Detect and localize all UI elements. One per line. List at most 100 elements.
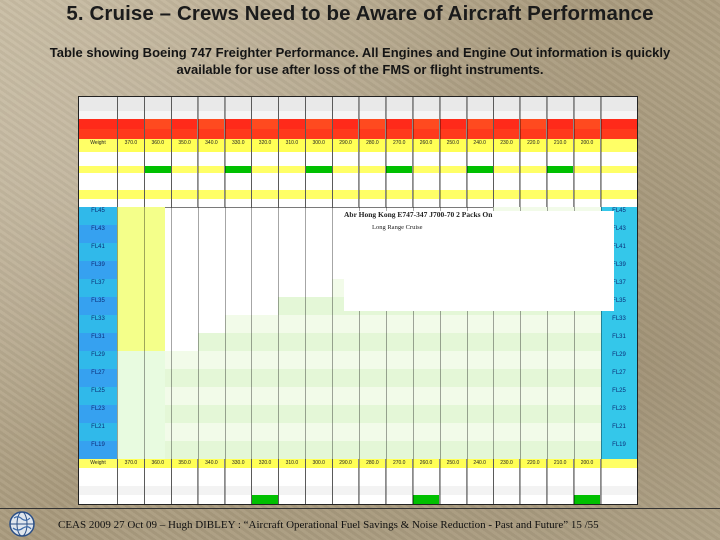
table-cell xyxy=(493,166,521,173)
table-cell xyxy=(520,166,548,173)
table-cell xyxy=(172,468,199,476)
table-cell xyxy=(279,190,306,199)
table-cell xyxy=(118,199,145,207)
flight-level-col1-band xyxy=(117,315,166,334)
weight-row-top: Weight 370.0 360.0 350.0 340.0 330.0 320.0 310.… xyxy=(79,139,637,153)
table-cell xyxy=(118,129,145,139)
flight-level-label-right: FL25 xyxy=(601,387,637,406)
table-cell xyxy=(279,159,306,166)
table-cell xyxy=(145,486,172,495)
table-cell xyxy=(118,180,145,190)
table-cell: 340.0 xyxy=(198,459,226,468)
flight-level-label-left: FL43 xyxy=(79,225,117,244)
row-header-cell: Weight xyxy=(79,459,118,468)
table-cell xyxy=(225,199,253,207)
table-cell xyxy=(547,190,575,199)
table-cell xyxy=(306,97,333,111)
flight-level-label-right: FL23 xyxy=(601,405,637,424)
table-cell xyxy=(332,166,360,173)
table-cell xyxy=(279,486,306,495)
table-cell xyxy=(172,476,199,486)
table-cell: 230.0 xyxy=(493,139,521,152)
table-cell: 260.0 xyxy=(413,459,440,468)
table-cell xyxy=(386,152,414,159)
table-cell xyxy=(467,97,494,111)
table-cell xyxy=(547,159,575,166)
table-cell xyxy=(333,111,360,119)
table-cell xyxy=(118,173,145,180)
table-cell xyxy=(493,495,521,504)
table-cell xyxy=(359,166,387,173)
table-cell xyxy=(279,129,306,139)
table-cell xyxy=(333,199,360,207)
table-cell xyxy=(225,111,253,119)
row-header-cell: Weight xyxy=(79,139,118,152)
table-cell xyxy=(198,190,226,199)
table-cell xyxy=(520,173,548,180)
table-cell xyxy=(413,111,440,119)
table-cell: 350.0 xyxy=(171,139,199,152)
table-cell xyxy=(306,173,333,180)
table-cell xyxy=(494,159,521,166)
table-cell xyxy=(494,111,521,119)
table-cell xyxy=(413,166,440,173)
table-cell xyxy=(225,476,253,486)
table-cell xyxy=(306,152,333,159)
table-cell xyxy=(198,129,226,139)
table-cell xyxy=(198,486,226,495)
table-cell xyxy=(198,166,226,173)
table-cell xyxy=(359,111,387,119)
performance-table: Weight 370.0 360.0 350.0 340.0 330.0 320.0 310.… xyxy=(78,96,638,505)
table-cell xyxy=(386,180,414,190)
table-cell xyxy=(440,159,467,166)
table-cell xyxy=(413,119,440,129)
flight-level-label-left: FL25 xyxy=(79,387,117,406)
table-cell xyxy=(574,180,601,190)
row-header-cell xyxy=(79,486,118,495)
table-cell xyxy=(386,173,414,180)
table-cell xyxy=(547,468,575,476)
table-cell xyxy=(306,129,333,139)
table-cell xyxy=(494,129,521,139)
table-cell xyxy=(494,152,521,159)
table-cell xyxy=(359,495,387,504)
table-cell: 230.0 xyxy=(493,459,521,468)
table-cell xyxy=(466,119,494,129)
flight-level-col1-band xyxy=(117,225,166,244)
table-cell: 360.0 xyxy=(144,459,172,468)
row-end-cell xyxy=(601,495,637,504)
table-cell xyxy=(225,180,253,190)
flight-level-label-left: FL23 xyxy=(79,405,117,424)
table-cell xyxy=(279,111,306,119)
table-cell: 270.0 xyxy=(386,459,414,468)
table-cell xyxy=(225,173,253,180)
table-cell xyxy=(252,180,279,190)
table-cell: 340.0 xyxy=(198,139,226,152)
table-cell xyxy=(493,119,521,129)
table-cell: 310.0 xyxy=(278,139,306,152)
table-cell xyxy=(440,111,467,119)
table-cell: 240.0 xyxy=(466,459,494,468)
table-cell xyxy=(252,190,279,199)
table-cell xyxy=(440,476,467,486)
table-cell xyxy=(118,486,145,495)
row-end-cell xyxy=(601,97,637,111)
table-cell xyxy=(252,173,279,180)
table-cell xyxy=(413,199,440,207)
table-cell: 310.0 xyxy=(278,459,306,468)
table-cell xyxy=(494,486,521,495)
flight-level-label-left: FL33 xyxy=(79,315,117,334)
row-end-cell xyxy=(601,190,637,199)
footer-divider xyxy=(0,508,720,509)
grid-line xyxy=(251,97,253,504)
table-cell xyxy=(252,119,279,129)
row-header-cell xyxy=(79,166,118,173)
grid-line xyxy=(170,97,172,504)
row-end-cell xyxy=(601,111,637,119)
flight-level-col1-band xyxy=(117,297,166,316)
grid-line xyxy=(197,97,199,504)
inner-info-box: Abr Hong Kong E747-347 J700-70 2 Packs O… xyxy=(344,211,614,311)
table-cell xyxy=(467,190,494,199)
table-cell xyxy=(440,152,467,159)
table-cell xyxy=(252,129,279,139)
